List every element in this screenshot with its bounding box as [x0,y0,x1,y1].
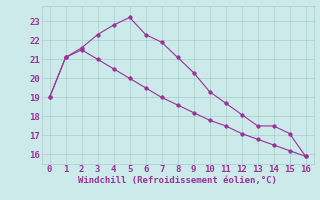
X-axis label: Windchill (Refroidissement éolien,°C): Windchill (Refroidissement éolien,°C) [78,176,277,185]
